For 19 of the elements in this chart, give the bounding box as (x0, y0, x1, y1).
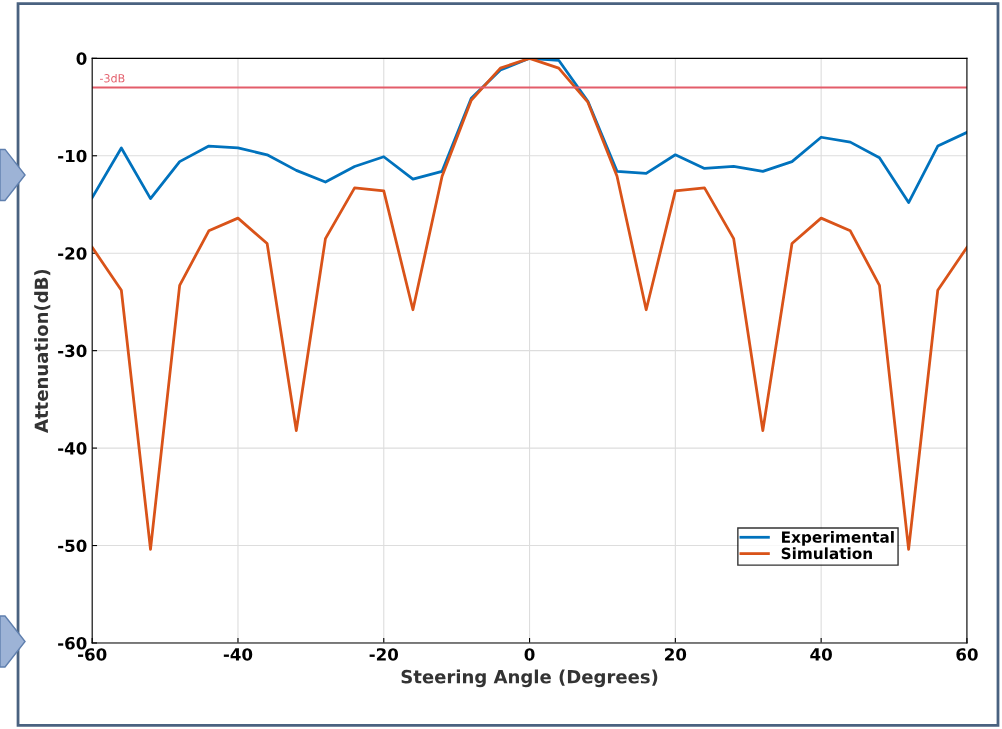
legend-label: Simulation (781, 547, 872, 560)
x-tick-label: 60 (956, 648, 978, 661)
y-tick-label: 0 (76, 52, 87, 65)
x-tick-label: 20 (665, 648, 687, 661)
ref-line-label: -3dB (100, 73, 125, 83)
y-tick-label: -60 (58, 636, 87, 650)
y-tick-label: -40 (58, 442, 87, 455)
x-axis-title: Steering Angle (Degrees) (401, 669, 658, 688)
x-tick-label: -40 (223, 648, 253, 661)
y-tick-label: -10 (58, 149, 87, 163)
y-tick-label: -50 (58, 539, 87, 553)
y-tick-label: -20 (58, 247, 87, 260)
x-tick-label: -60 (78, 648, 107, 661)
y-axis-title: Attenuation(dB) (34, 269, 51, 433)
legend-label: Experimental (782, 531, 894, 546)
y-tick-label: -30 (58, 344, 87, 358)
x-tick-label: 40 (810, 648, 832, 661)
x-tick-label: 0 (524, 648, 535, 661)
x-tick-label: -20 (369, 648, 399, 661)
